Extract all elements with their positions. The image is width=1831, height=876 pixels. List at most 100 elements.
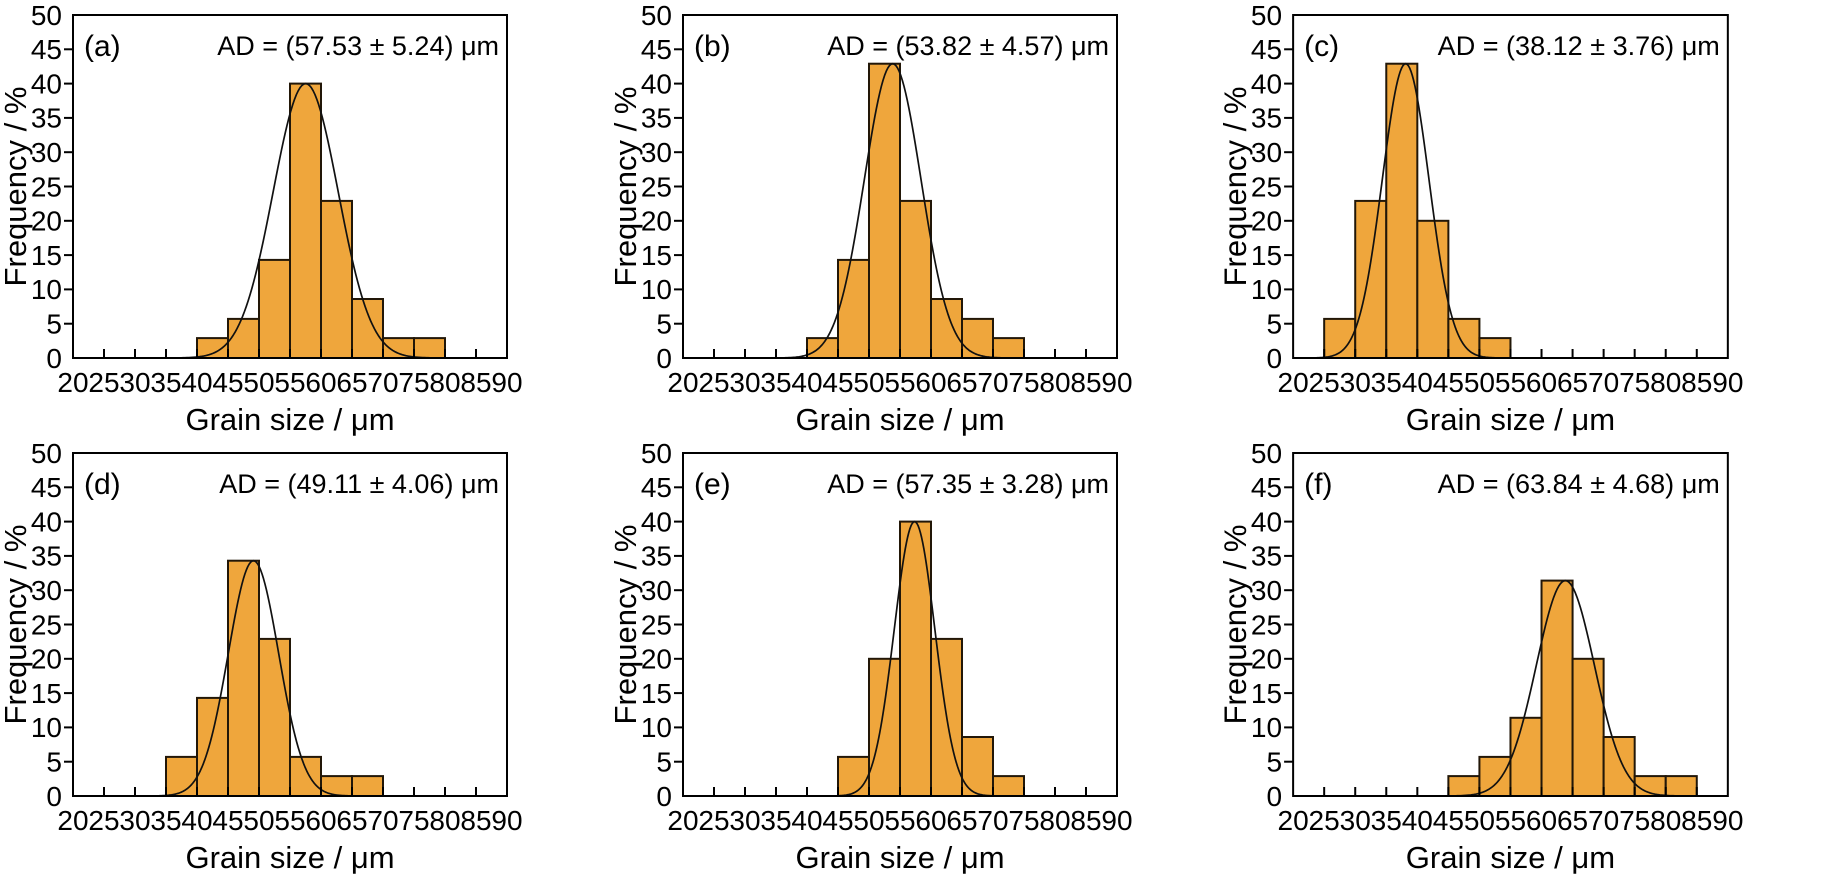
- y-tick-label: 35: [31, 541, 62, 572]
- x-tick-label: 90: [1101, 805, 1132, 836]
- x-tick-label: 90: [1101, 367, 1132, 398]
- histogram-bar: [289, 755, 322, 798]
- y-tick-label: 10: [641, 274, 672, 305]
- y-tick-label: 45: [31, 34, 62, 65]
- x-tick-label: 30: [729, 367, 760, 398]
- x-tick-label: 25: [88, 367, 119, 398]
- y-tick-label: 50: [31, 0, 62, 31]
- histogram-panel-c: 20 25 30 35 40 45 50 55 60 65 70 75 80 85 90 0 5 10 15 20 25…: [1220, 0, 1831, 438]
- x-tick-label: 40: [181, 367, 212, 398]
- x-tick-label: 60: [1526, 805, 1557, 836]
- y-tick-label: 20: [31, 206, 62, 237]
- x-tick-label: 90: [1712, 367, 1743, 398]
- y-tick-label: 30: [1251, 137, 1282, 168]
- histogram-bar: [837, 755, 870, 798]
- x-tick-label: 60: [1526, 367, 1557, 398]
- x-tick-label: 35: [150, 805, 181, 836]
- x-tick-label: 30: [1340, 367, 1371, 398]
- x-tick-label: 70: [977, 805, 1008, 836]
- y-tick-label: 10: [641, 712, 672, 743]
- x-tick-label: 85: [1681, 805, 1712, 836]
- histogram-bar: [1540, 579, 1574, 797]
- histogram-panel-d: 20 25 30 35 40 45 50 55 60 65 70 75 80 85 90 0 5 10 15 20 25…: [0, 438, 610, 876]
- histogram-bar: [351, 775, 384, 797]
- histogram-bar: [165, 755, 198, 798]
- y-tick-label: 5: [1266, 747, 1282, 778]
- histogram-bar: [1571, 657, 1605, 797]
- chart-background: [1220, 0, 1831, 438]
- panel-label: (a): [84, 30, 121, 63]
- x-tick-label: 65: [336, 367, 367, 398]
- y-tick-label: 35: [1251, 541, 1282, 572]
- x-tick-label: 85: [1681, 367, 1712, 398]
- x-tick-label: 25: [88, 805, 119, 836]
- x-tick-label: 65: [1557, 805, 1588, 836]
- histogram-bar: [1447, 317, 1481, 360]
- histogram-bar: [806, 337, 839, 359]
- x-tick-label: 25: [698, 805, 729, 836]
- x-tick-label: 40: [1402, 805, 1433, 836]
- y-axis-label: Frequency / %: [610, 525, 643, 725]
- x-tick-label: 75: [1008, 367, 1039, 398]
- x-tick-label: 80: [429, 805, 460, 836]
- y-tick-label: 50: [31, 438, 62, 469]
- y-tick-label: 30: [641, 137, 672, 168]
- y-tick-label: 20: [641, 206, 672, 237]
- histogram-bar: [258, 258, 291, 360]
- x-tick-label: 20: [57, 805, 88, 836]
- histogram-bar: [868, 62, 901, 360]
- x-axis-label: Grain size / μm: [1406, 840, 1615, 875]
- y-tick-label: 25: [1251, 609, 1282, 640]
- x-tick-label: 50: [1464, 805, 1495, 836]
- x-tick-label: 20: [1278, 805, 1309, 836]
- histogram-bar: [1664, 775, 1698, 797]
- x-axis-label: Grain size / μm: [795, 840, 1004, 875]
- panel-label: (f): [1304, 468, 1332, 501]
- mean-diameter-annotation: AD = (49.11 ± 4.06) μm: [219, 469, 499, 499]
- y-tick-label: 30: [31, 137, 62, 168]
- x-tick-label: 40: [181, 805, 212, 836]
- x-tick-label: 85: [1070, 805, 1101, 836]
- x-tick-label: 75: [1619, 805, 1650, 836]
- x-tick-label: 75: [398, 805, 429, 836]
- x-tick-label: 35: [760, 805, 791, 836]
- histogram-bar: [837, 258, 870, 360]
- histogram-bar: [1354, 199, 1388, 359]
- histogram-bar: [899, 199, 932, 359]
- x-axis-label: Grain size / μm: [185, 402, 394, 437]
- x-axis-label: Grain size / μm: [1406, 402, 1615, 437]
- x-tick-label: 85: [460, 805, 491, 836]
- x-tick-label: 75: [1619, 367, 1650, 398]
- x-tick-label: 20: [57, 367, 88, 398]
- y-tick-label: 45: [641, 472, 672, 503]
- x-tick-label: 30: [119, 367, 150, 398]
- y-tick-label: 50: [641, 438, 672, 469]
- y-tick-label: 40: [31, 68, 62, 99]
- y-tick-label: 40: [1251, 506, 1282, 537]
- y-tick-label: 5: [656, 309, 672, 340]
- x-tick-label: 35: [760, 367, 791, 398]
- histogram-bar: [413, 337, 446, 359]
- x-tick-label: 30: [729, 805, 760, 836]
- gaussian-fit-curve: [174, 82, 437, 359]
- x-tick-label: 35: [1371, 367, 1402, 398]
- histogram-bar: [1509, 716, 1543, 797]
- mean-diameter-annotation: AD = (63.84 ± 4.68) μm: [1438, 469, 1720, 499]
- x-tick-label: 70: [367, 367, 398, 398]
- y-axis-label: Frequency / %: [1220, 87, 1253, 287]
- y-axis-label: Frequency / %: [1220, 525, 1253, 725]
- histogram-bar: [258, 637, 291, 797]
- y-tick-label: 0: [656, 343, 672, 374]
- x-tick-label: 45: [822, 805, 853, 836]
- histogram-bar: [961, 736, 994, 797]
- x-tick-label: 20: [667, 367, 698, 398]
- x-tick-label: 30: [1340, 805, 1371, 836]
- histogram-bar: [992, 337, 1025, 359]
- x-tick-label: 90: [1712, 805, 1743, 836]
- y-tick-label: 10: [31, 712, 62, 743]
- x-tick-label: 45: [212, 805, 243, 836]
- y-tick-label: 25: [641, 171, 672, 202]
- y-tick-label: 35: [641, 103, 672, 134]
- x-tick-label: 45: [212, 367, 243, 398]
